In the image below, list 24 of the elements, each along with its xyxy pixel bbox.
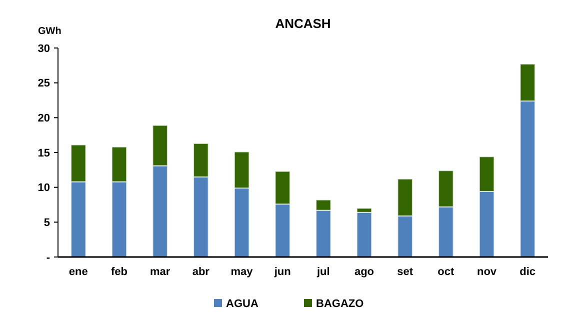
x-tick-label: nov — [476, 266, 498, 278]
x-tick-label: jun — [273, 266, 292, 278]
y-tick-label: - — [46, 252, 50, 264]
y-tick-label: 10 — [38, 182, 50, 194]
x-tick-label: jul — [316, 266, 330, 278]
chart-title: ANCASH — [275, 16, 331, 31]
x-tick-label: mar — [150, 266, 171, 278]
x-tick-label: set — [397, 266, 414, 278]
y-tick-label: 5 — [44, 217, 50, 230]
bar — [356, 212, 372, 258]
x-tick-label: feb — [111, 266, 128, 278]
y-axis-title: GWh — [38, 26, 62, 37]
x-tick-label: abr — [192, 266, 210, 278]
y-tick-label: 20 — [38, 112, 50, 125]
y-tick-label: 25 — [38, 78, 50, 90]
x-tick-label: may — [230, 266, 254, 278]
y-tick-label: 15 — [38, 147, 50, 160]
legend-label: BAGAZO — [316, 298, 364, 310]
x-tick-label: dic — [520, 266, 536, 278]
legend-label: AGUA — [226, 298, 258, 310]
x-tick-label: ene — [68, 266, 88, 278]
x-tick-label: ago — [354, 266, 374, 278]
x-tick-label: oct — [438, 266, 455, 278]
y-tick-label: 30 — [38, 42, 50, 55]
